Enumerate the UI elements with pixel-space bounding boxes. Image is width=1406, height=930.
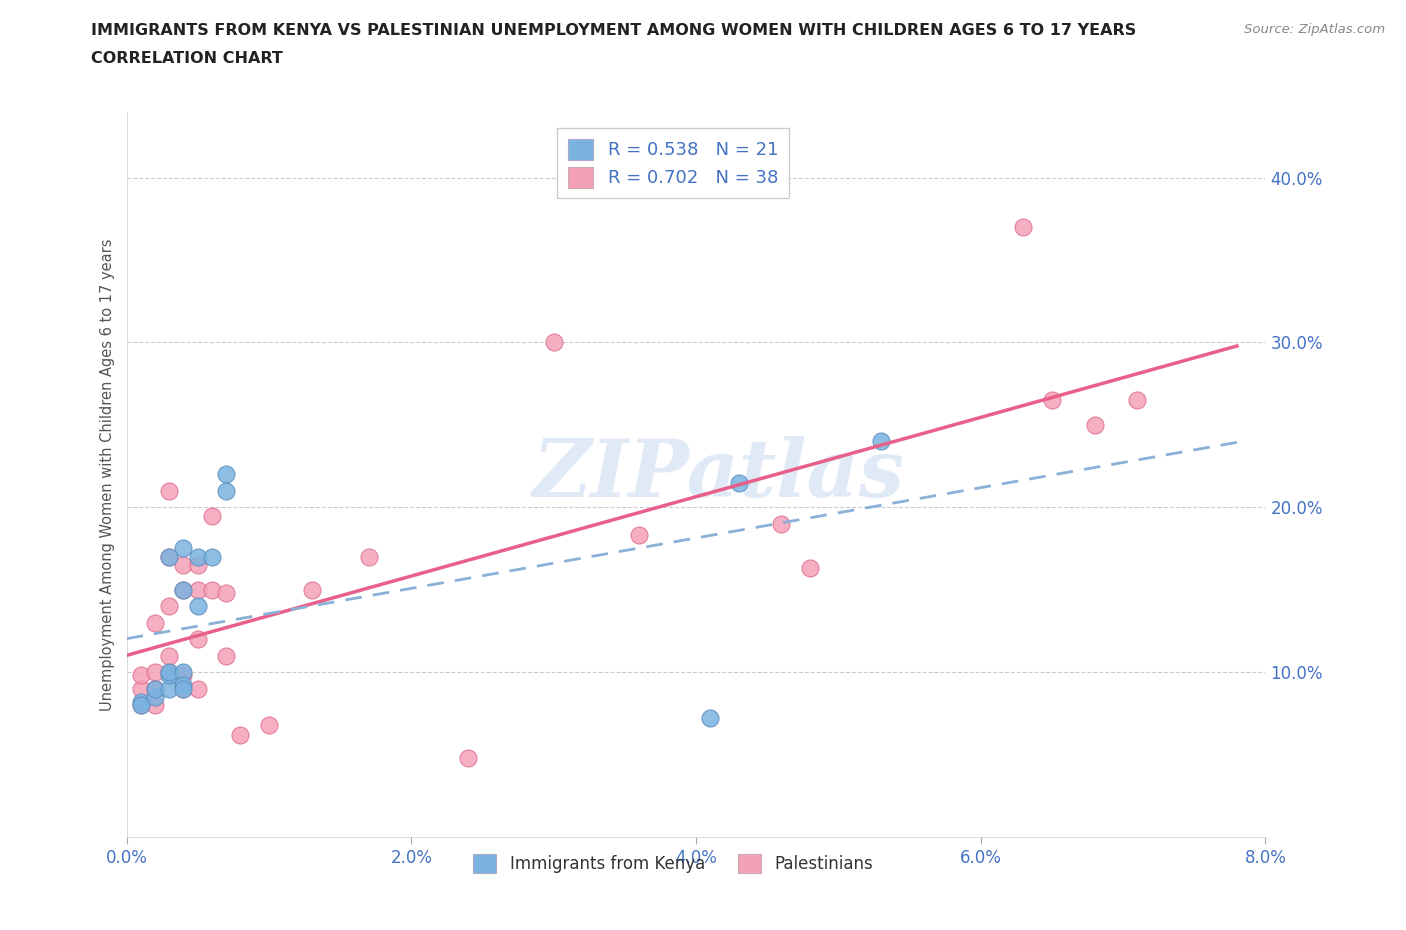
Point	[229, 727, 252, 742]
Legend: Immigrants from Kenya, Palestinians: Immigrants from Kenya, Palestinians	[467, 847, 880, 880]
Point	[187, 599, 209, 614]
Point	[143, 681, 166, 696]
Point	[699, 711, 721, 725]
Point	[172, 582, 194, 597]
Point	[129, 668, 152, 683]
Point	[172, 668, 194, 683]
Point	[143, 698, 166, 712]
Point	[157, 550, 180, 565]
Point	[201, 508, 224, 523]
Point	[215, 648, 238, 663]
Point	[187, 557, 209, 572]
Point	[1040, 392, 1063, 407]
Point	[257, 717, 280, 732]
Point	[143, 681, 166, 696]
Point	[172, 678, 194, 693]
Point	[157, 550, 180, 565]
Point	[215, 586, 238, 601]
Point	[129, 695, 152, 710]
Point	[187, 550, 209, 565]
Point	[143, 665, 166, 680]
Point	[172, 665, 194, 680]
Point	[215, 484, 238, 498]
Point	[172, 681, 194, 696]
Point	[143, 616, 166, 631]
Point	[157, 648, 180, 663]
Point	[143, 689, 166, 704]
Point	[187, 582, 209, 597]
Point	[187, 681, 209, 696]
Y-axis label: Unemployment Among Women with Children Ages 6 to 17 years: Unemployment Among Women with Children A…	[100, 238, 115, 711]
Point	[1084, 418, 1107, 432]
Point	[157, 665, 180, 680]
Point	[215, 467, 238, 482]
Point	[770, 516, 793, 531]
Point	[129, 681, 152, 696]
Point	[457, 751, 479, 765]
Text: ZIPatlas: ZIPatlas	[533, 435, 905, 513]
Point	[157, 681, 180, 696]
Point	[201, 550, 224, 565]
Point	[187, 631, 209, 646]
Text: IMMIGRANTS FROM KENYA VS PALESTINIAN UNEMPLOYMENT AMONG WOMEN WITH CHILDREN AGES: IMMIGRANTS FROM KENYA VS PALESTINIAN UNE…	[91, 23, 1136, 38]
Point	[129, 698, 152, 712]
Point	[157, 665, 180, 680]
Point	[1126, 392, 1149, 407]
Point	[301, 582, 323, 597]
Point	[172, 582, 194, 597]
Point	[157, 668, 180, 683]
Point	[143, 681, 166, 696]
Point	[799, 561, 821, 576]
Point	[201, 582, 224, 597]
Point	[172, 541, 194, 556]
Point	[172, 557, 194, 572]
Point	[727, 475, 749, 490]
Point	[129, 698, 152, 712]
Point	[357, 550, 380, 565]
Point	[870, 434, 893, 449]
Text: Source: ZipAtlas.com: Source: ZipAtlas.com	[1244, 23, 1385, 36]
Point	[1012, 219, 1035, 234]
Point	[628, 528, 651, 543]
Point	[543, 335, 565, 350]
Point	[157, 599, 180, 614]
Text: CORRELATION CHART: CORRELATION CHART	[91, 51, 283, 66]
Point	[157, 484, 180, 498]
Point	[172, 681, 194, 696]
